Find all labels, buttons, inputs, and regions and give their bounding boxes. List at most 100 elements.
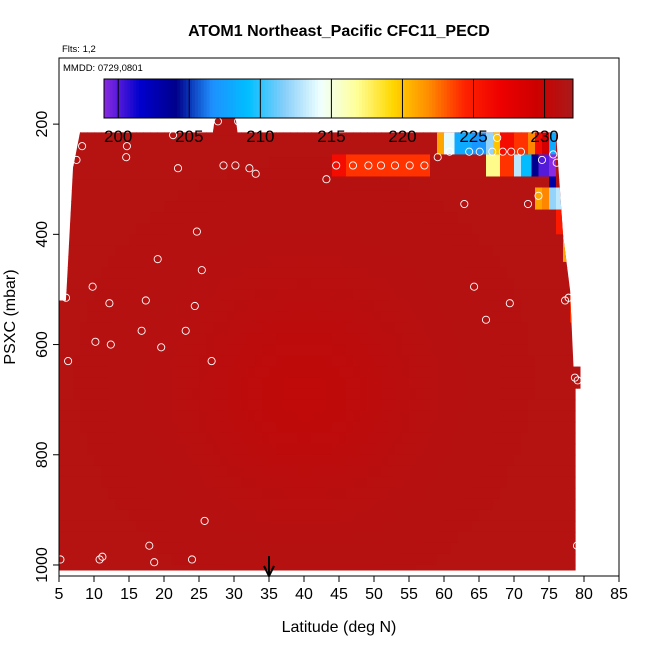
heatmap-cell [80, 564, 88, 571]
heatmap-cell [437, 157, 445, 169]
heatmap-cell [521, 476, 529, 489]
heatmap-cell [80, 377, 88, 390]
colorbar-swatch [473, 79, 477, 118]
heatmap-cell [213, 190, 221, 202]
heatmap-cell [171, 487, 179, 500]
heatmap-cell [535, 267, 543, 280]
colorbar-swatch [150, 79, 155, 118]
heatmap-cell [563, 355, 571, 368]
heatmap-cell [507, 399, 515, 412]
heatmap-cell [248, 190, 256, 202]
heatmap-cell [80, 553, 88, 566]
colorbar-swatch [359, 79, 363, 118]
heatmap-cell [437, 388, 445, 401]
heatmap-cell [150, 135, 158, 147]
heatmap-cell [59, 465, 67, 478]
heatmap-cell [276, 344, 284, 357]
heatmap-cell [108, 410, 116, 423]
heatmap-cell [353, 553, 361, 566]
heatmap-cell [444, 377, 452, 390]
heatmap-cell [402, 542, 410, 555]
heatmap-cell [423, 509, 431, 522]
heatmap-cell [339, 454, 347, 467]
heatmap-cell [465, 289, 473, 302]
heatmap-cell [465, 278, 473, 291]
heatmap-cell [206, 355, 214, 368]
heatmap-cell [192, 267, 200, 280]
heatmap-cell [185, 157, 193, 169]
heatmap-cell [339, 498, 347, 511]
heatmap-cell [556, 487, 564, 500]
heatmap-cell [248, 399, 256, 412]
heatmap-cell [199, 465, 207, 478]
heatmap-cell [59, 124, 67, 136]
heatmap-cell [213, 322, 221, 335]
heatmap-cell [143, 201, 151, 213]
heatmap-cell [304, 520, 312, 533]
heatmap-cell [276, 509, 284, 522]
heatmap-cell [248, 410, 256, 423]
heatmap-cell [486, 487, 494, 500]
heatmap-cell [346, 124, 354, 136]
heatmap-cell [227, 399, 235, 412]
heatmap-cell [346, 278, 354, 291]
heatmap-cell [325, 498, 333, 511]
heatmap-cell [122, 421, 130, 434]
heatmap-cell [325, 157, 333, 169]
heatmap-cell [94, 421, 102, 434]
heatmap-cell [304, 245, 312, 257]
heatmap-cell [101, 432, 109, 445]
heatmap-cell [556, 454, 564, 467]
colorbar-swatch [174, 79, 178, 118]
heatmap-cell [353, 256, 361, 269]
heatmap-cell [395, 509, 403, 522]
heatmap-cell [318, 344, 326, 357]
heatmap-cell [220, 135, 228, 147]
heatmap-cell [255, 564, 263, 571]
heatmap-cell [241, 223, 249, 235]
heatmap-cell [479, 553, 487, 566]
heatmap-cell [500, 498, 508, 511]
heatmap-cell [388, 212, 396, 224]
heatmap-cell [192, 234, 200, 246]
heatmap-cell [94, 410, 102, 423]
heatmap-cell [66, 564, 74, 571]
heatmap-cell [101, 443, 109, 456]
heatmap-cell [311, 465, 319, 478]
heatmap-cell [129, 322, 137, 335]
heatmap-cell [178, 520, 186, 533]
heatmap-cell [269, 553, 277, 566]
observation-point [181, 326, 190, 335]
heatmap-cell [108, 135, 116, 147]
colorbar-swatch [397, 79, 401, 118]
heatmap-cell [297, 245, 305, 257]
heatmap-cell [367, 256, 375, 269]
heatmap-cell [444, 366, 452, 379]
heatmap-cell [521, 388, 529, 401]
heatmap-cell [290, 454, 298, 467]
heatmap-cell [563, 520, 571, 533]
heatmap-cell [206, 267, 214, 280]
heatmap-cell [66, 520, 74, 533]
heatmap-cell [206, 311, 214, 324]
heatmap-cell [353, 542, 361, 555]
heatmap-cell [290, 355, 298, 368]
heatmap-cell [486, 476, 494, 489]
heatmap-cell [129, 267, 137, 280]
heatmap-cell [157, 553, 165, 566]
heatmap-cell [234, 553, 242, 566]
heatmap-cell [332, 465, 340, 478]
heatmap-cell [416, 322, 424, 335]
heatmap-cell [192, 509, 200, 522]
heatmap-cell [458, 509, 466, 522]
heatmap-cell [283, 410, 291, 423]
heatmap-cell [164, 355, 172, 368]
heatmap-cell [325, 300, 333, 313]
heatmap-cell [171, 278, 179, 291]
x-tick-label: 80 [575, 586, 593, 603]
heatmap-cell [535, 245, 543, 257]
heatmap-cell [521, 465, 529, 478]
heatmap-cell [101, 135, 109, 147]
heatmap-cell [66, 487, 74, 500]
heatmap-cell [332, 355, 340, 368]
